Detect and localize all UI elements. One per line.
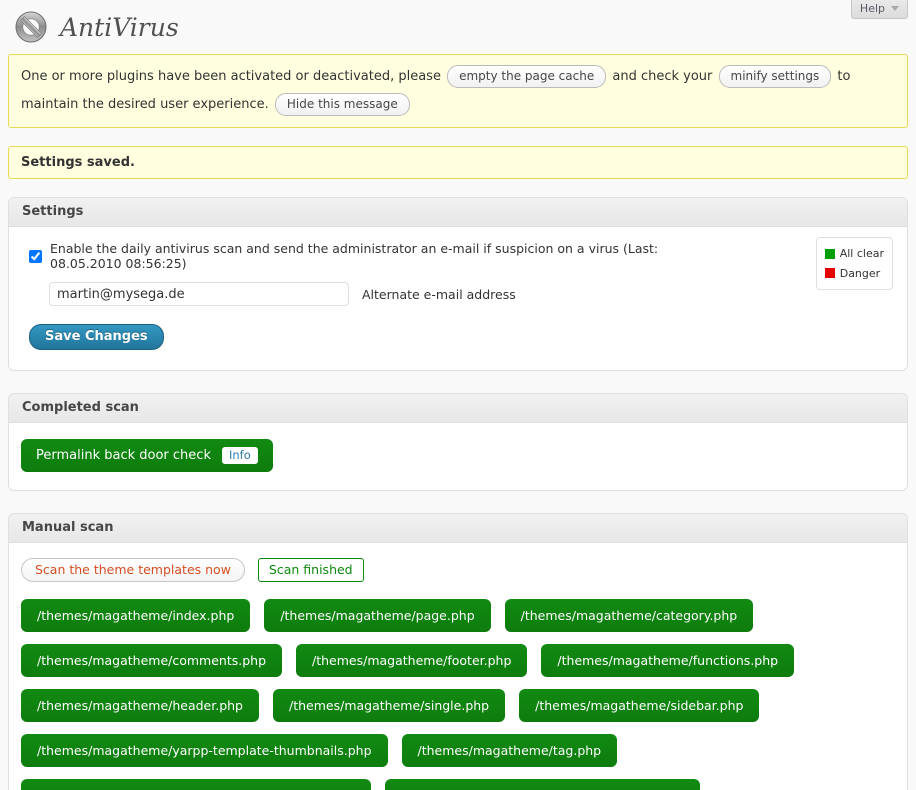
save-changes-button[interactable]: Save Changes: [29, 324, 164, 351]
scanned-file-button[interactable]: /themes/magatheme/yarpp-template-example…: [21, 779, 372, 790]
legend-color-swatch: [824, 249, 835, 259]
page-header: AntiVirus: [8, 0, 908, 52]
daily-scan-checkbox-label: Enable the daily antivirus scan and send…: [50, 241, 659, 272]
scanned-file-button[interactable]: /themes/magatheme/category.php: [504, 599, 754, 633]
page-title: AntiVirus: [60, 12, 179, 42]
settings-panel-header: Settings: [9, 198, 907, 228]
notice-text-middle: and check your: [612, 69, 713, 84]
legend-label: All clear: [839, 247, 884, 261]
daily-scan-checkbox[interactable]: [29, 249, 42, 263]
scanned-file-button[interactable]: /themes/magatheme/tag.php: [401, 734, 618, 768]
scanned-file-button[interactable]: /themes/magatheme/header.php: [21, 689, 259, 723]
completed-scan-body: Permalink back door check Info: [9, 423, 907, 490]
legend-color-swatch: [824, 268, 835, 279]
settings-saved-notice: Settings saved.: [8, 145, 908, 180]
scanned-file-button[interactable]: /themes/magatheme/sidebar.php: [519, 689, 760, 723]
scan-finished-button[interactable]: Scan finished: [257, 558, 364, 583]
permalink-back-door-check-button[interactable]: Permalink back door check Info: [21, 439, 273, 473]
manual-scan-panel-header: Manual scan: [9, 514, 907, 544]
plugin-cache-notice: One or more plugins have been activated …: [8, 54, 908, 128]
scanned-file-button[interactable]: /themes/magatheme/functions.php: [541, 644, 795, 678]
settings-panel: Settings All clear Danger Enable the: [8, 197, 908, 372]
minify-settings-button[interactable]: minify settings: [718, 65, 832, 88]
help-tab[interactable]: Help: [850, 0, 908, 19]
chevron-down-icon: [891, 6, 899, 11]
scanned-file-button[interactable]: /themes/magatheme/yarpp-template-list.ph…: [385, 779, 701, 790]
notice-text-after: to maintain the desired user experience.: [21, 69, 851, 112]
legend-item: Danger: [824, 264, 884, 283]
email-row: Alternate e-mail address: [49, 282, 893, 307]
info-badge[interactable]: Info: [221, 447, 258, 465]
settings-panel-body: All clear Danger Enable the daily antivi…: [9, 227, 907, 370]
manual-scan-body: Scan the theme templates now Scan finish…: [9, 543, 907, 790]
alternate-email-field[interactable]: [49, 282, 349, 307]
scan-controls-row: Scan the theme templates now Scan finish…: [19, 558, 897, 583]
scan-theme-templates-button[interactable]: Scan the theme templates now: [21, 558, 245, 583]
alternate-email-label: Alternate e-mail address: [362, 286, 516, 302]
scanned-file-list: /themes/magatheme/index.php /themes/maga…: [19, 599, 897, 790]
scanned-file-button[interactable]: /themes/magatheme/single.php: [273, 689, 506, 723]
legend-label: Danger: [839, 266, 881, 280]
empty-page-cache-button[interactable]: empty the page cache: [447, 65, 607, 88]
legend-item: All clear: [824, 244, 884, 263]
help-tab-label: Help: [859, 2, 885, 15]
permalink-check-label: Permalink back door check: [36, 448, 211, 464]
status-legend: All clear Danger: [815, 237, 893, 290]
completed-scan-panel-header: Completed scan: [9, 394, 907, 424]
settings-saved-text: Settings saved.: [21, 154, 135, 170]
hide-message-button[interactable]: Hide this message: [274, 92, 410, 116]
daily-scan-checkbox-row: Enable the daily antivirus scan and send…: [23, 241, 723, 271]
scanned-file-button[interactable]: /themes/magatheme/footer.php: [296, 644, 528, 678]
scanned-file-button[interactable]: /themes/magatheme/yarpp-template-thumbna…: [21, 734, 388, 768]
notice-text-before: One or more plugins have been activated …: [21, 69, 441, 84]
manual-scan-panel: Manual scan Scan the theme templates now…: [8, 513, 908, 790]
scanned-file-button[interactable]: /themes/magatheme/comments.php: [21, 644, 283, 678]
scanned-file-button[interactable]: /themes/magatheme/index.php: [21, 599, 251, 633]
completed-scan-panel: Completed scan Permalink back door check…: [8, 393, 908, 492]
scanned-file-button[interactable]: /themes/magatheme/page.php: [264, 599, 491, 633]
antivirus-logo-icon: [14, 10, 48, 44]
